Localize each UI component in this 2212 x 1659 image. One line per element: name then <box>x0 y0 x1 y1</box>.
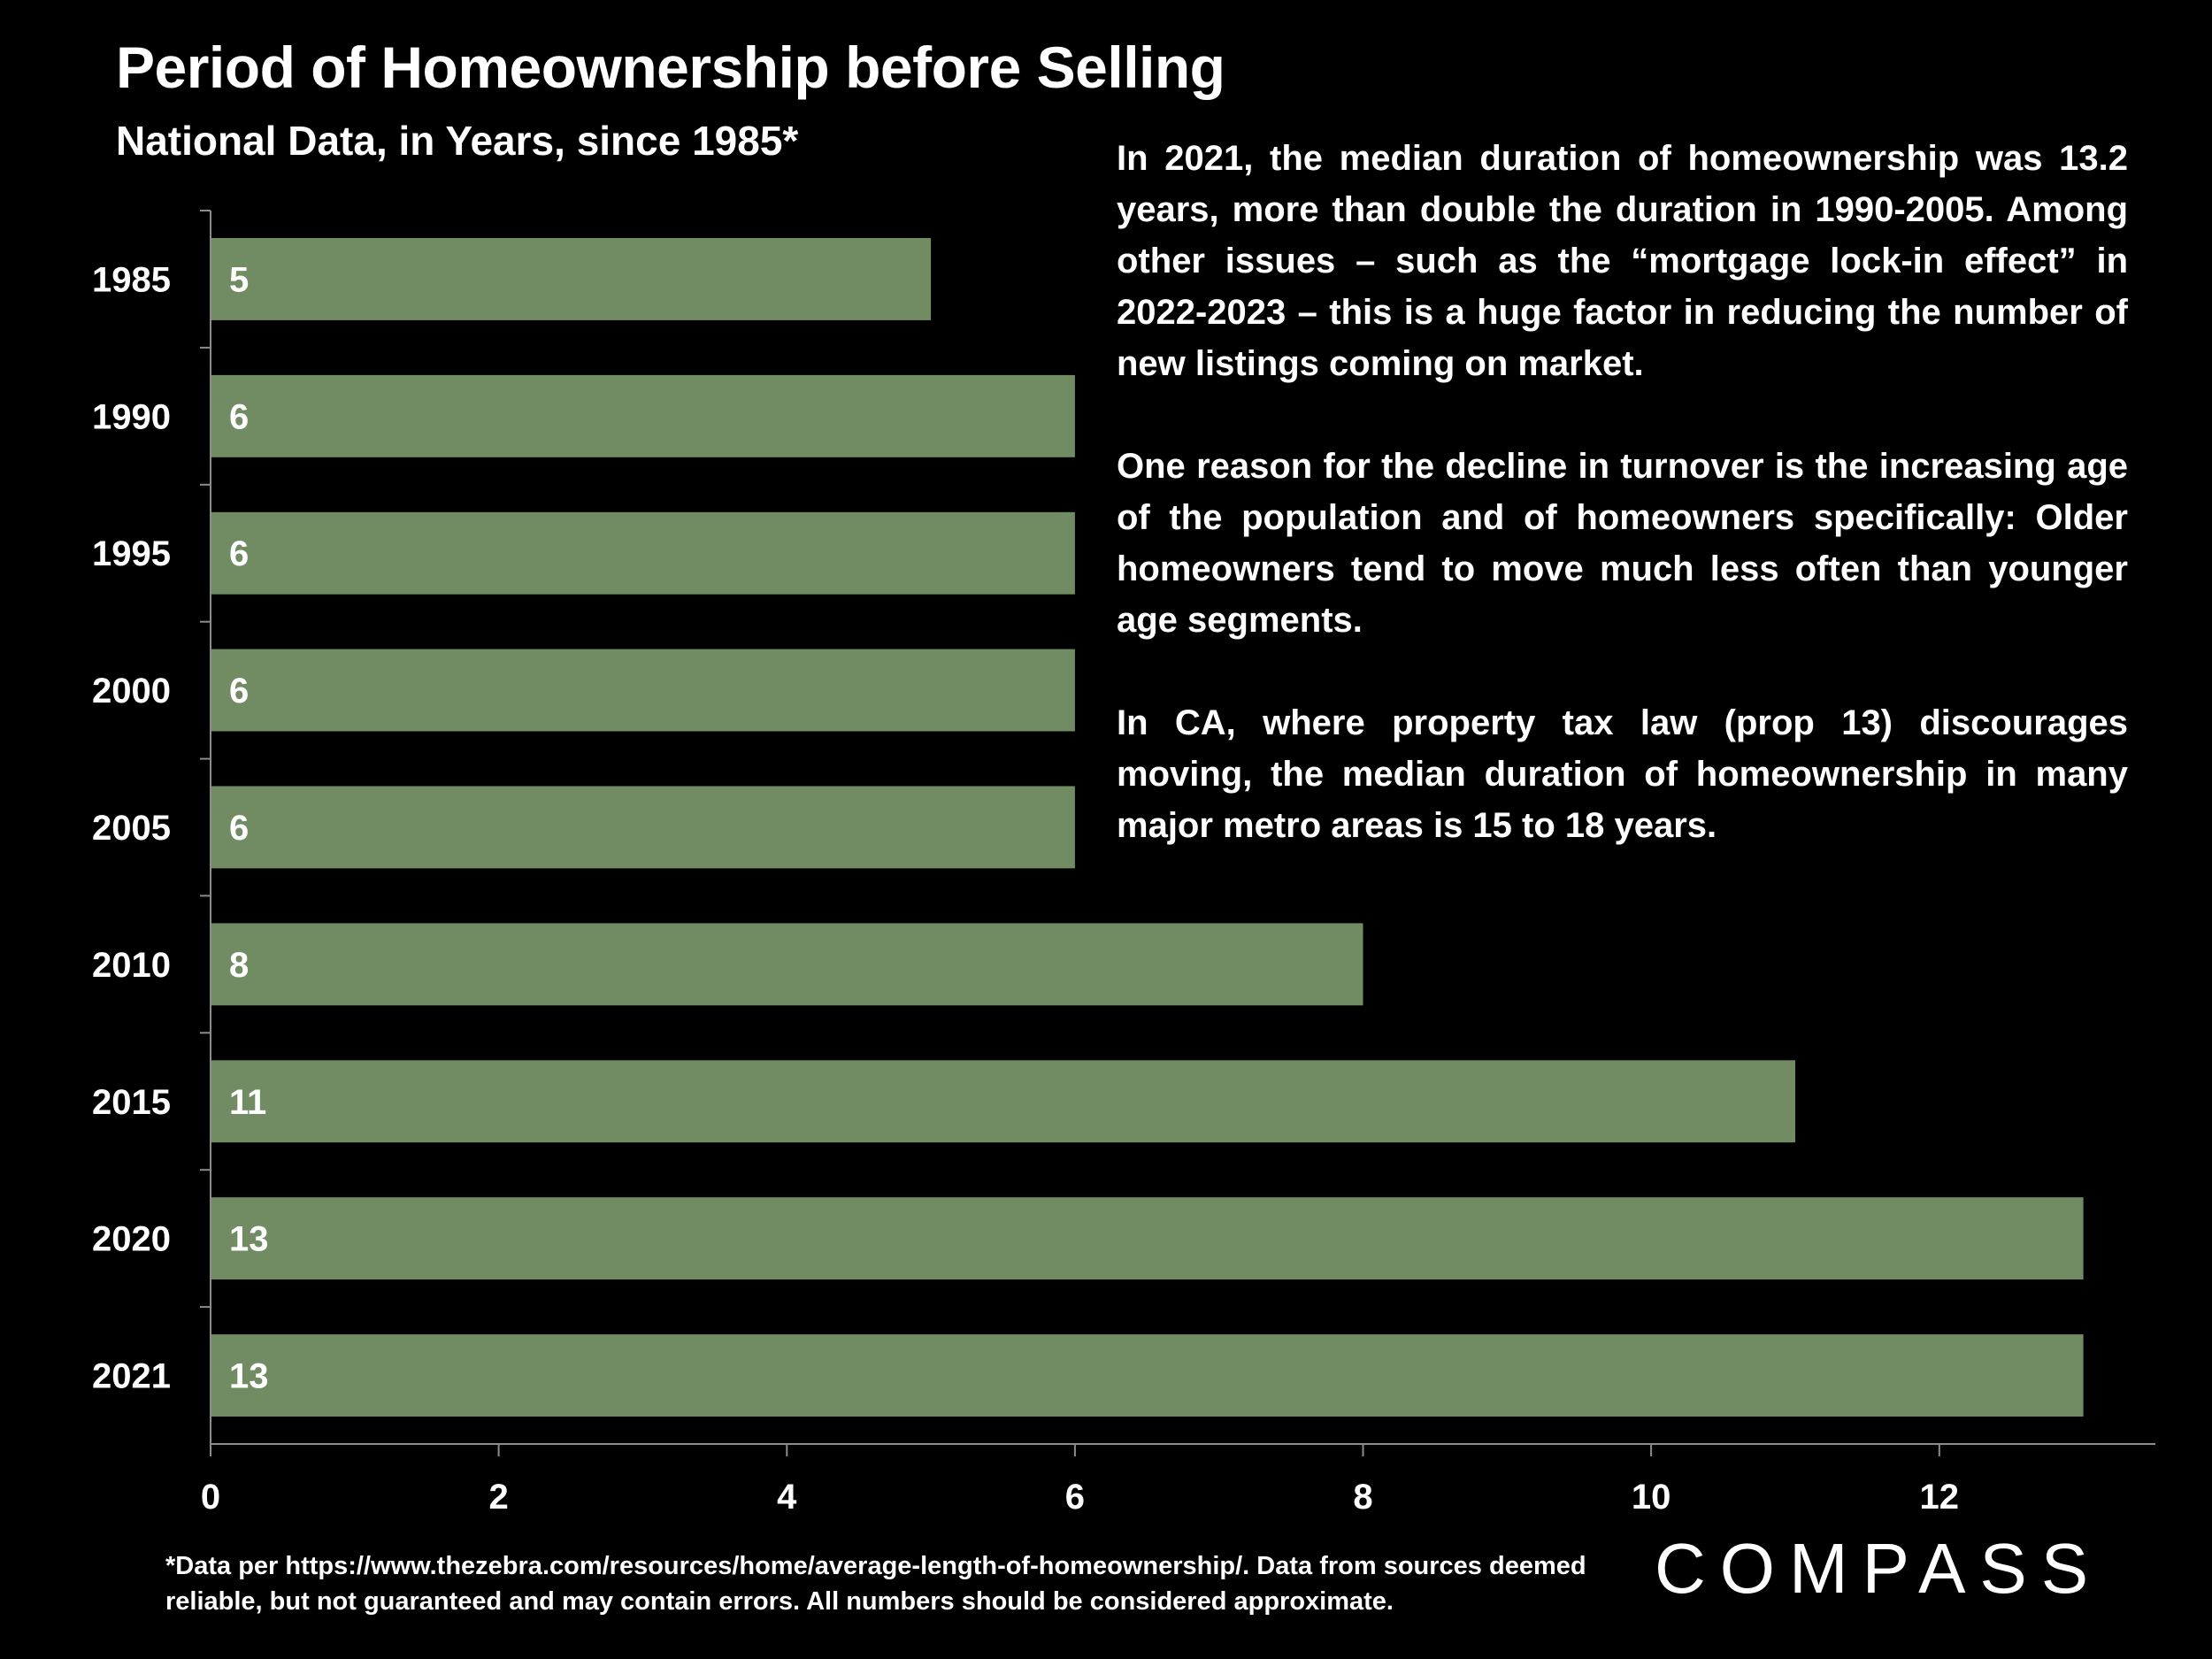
x-tick-label-12: 12 <box>1920 1478 1960 1517</box>
data-label-2000: 6 <box>229 672 249 710</box>
data-label-2015: 11 <box>229 1083 266 1122</box>
bar-1995 <box>211 511 1075 595</box>
bar-2005 <box>211 786 1075 869</box>
category-label-1990: 1990 <box>92 397 171 436</box>
x-tick-label-4: 4 <box>777 1478 797 1517</box>
data-label-2021: 13 <box>229 1357 269 1396</box>
chart-title: Period of Homeownership before Selling <box>116 35 1225 100</box>
category-label-2020: 2020 <box>92 1220 171 1259</box>
bar-2021 <box>211 1334 2084 1417</box>
category-label-2010: 2010 <box>92 946 171 985</box>
commentary-paragraph: One reason for the decline in turnover i… <box>1117 447 2128 640</box>
bar-2015 <box>211 1060 1795 1143</box>
data-label-2020: 13 <box>229 1220 269 1259</box>
data-label-1995: 6 <box>229 534 249 573</box>
x-tick-label-8: 8 <box>1353 1478 1372 1517</box>
bar-1990 <box>211 374 1075 457</box>
data-label-2010: 8 <box>229 946 249 985</box>
category-label-2005: 2005 <box>92 809 171 848</box>
commentary-paragraph: In 2021, the median duration of homeowne… <box>1117 139 2128 383</box>
bar-2000 <box>211 649 1075 732</box>
x-tick-label-0: 0 <box>201 1478 220 1517</box>
bar-2010 <box>211 923 1363 1006</box>
commentary-panel: In 2021, the median duration of homeowne… <box>1117 133 2128 902</box>
bar-1985 <box>211 238 932 320</box>
source-footnote: *Data per https://www.thezebra.com/resou… <box>165 1552 1586 1616</box>
category-label-2000: 2000 <box>92 672 171 710</box>
category-label-1995: 1995 <box>92 534 171 573</box>
commentary-paragraph: In CA, where property tax law (prop 13) … <box>1117 703 2128 845</box>
chart-subtitle: National Data, in Years, since 1985* <box>116 118 799 164</box>
x-tick-label-2: 2 <box>488 1478 508 1517</box>
data-label-2005: 6 <box>229 809 249 848</box>
x-tick-label-10: 10 <box>1632 1478 1671 1517</box>
x-tick-label-6: 6 <box>1065 1478 1085 1517</box>
category-label-1985: 1985 <box>92 260 171 299</box>
category-label-2015: 2015 <box>92 1083 171 1122</box>
compass-logo: COMPASS <box>1655 1529 2103 1608</box>
category-label-2021: 2021 <box>92 1357 171 1396</box>
bar-2020 <box>211 1197 2084 1280</box>
data-label-1985: 5 <box>229 260 249 299</box>
data-label-1990: 6 <box>229 397 249 436</box>
